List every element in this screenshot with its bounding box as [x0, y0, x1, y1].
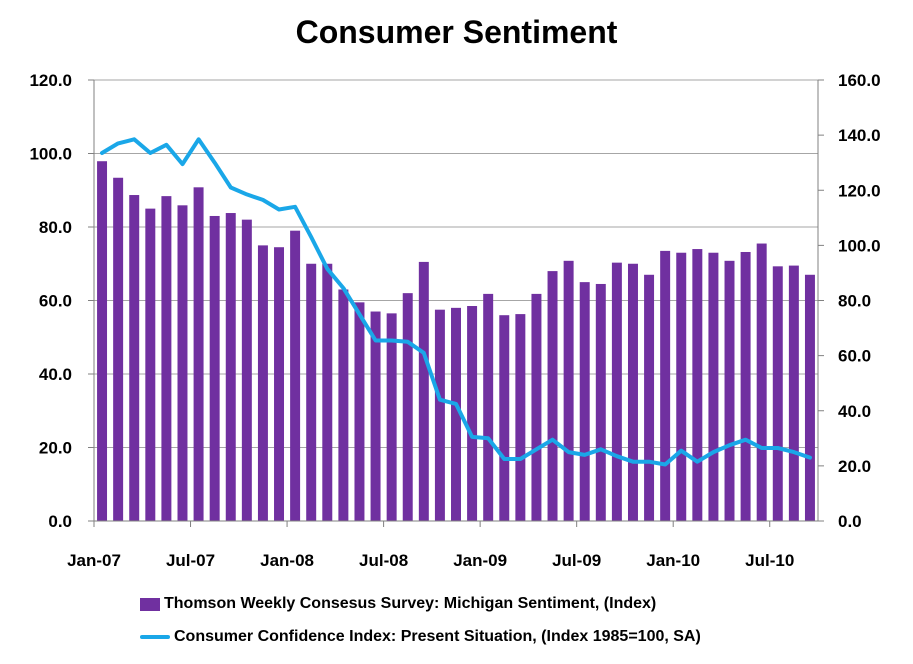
bar — [113, 177, 124, 521]
bar — [499, 315, 510, 521]
y-left-tick-label: 100.0 — [29, 145, 72, 164]
bar — [627, 263, 638, 521]
y-right-tick-label: 0.0 — [838, 512, 862, 531]
legend-label-bars: Thomson Weekly Consesus Survey: Michigan… — [164, 595, 657, 612]
bar — [451, 307, 461, 521]
bar — [515, 314, 526, 521]
legend-item-bars: Thomson Weekly Consesus Survey: Michigan… — [140, 595, 656, 613]
y-right-tick-label: 160.0 — [838, 71, 881, 90]
y-right-tick-label: 100.0 — [838, 236, 881, 255]
bar — [402, 293, 413, 521]
bar — [290, 230, 301, 522]
bar — [418, 261, 429, 521]
series-line-consumer-confidence — [100, 137, 812, 467]
bar — [563, 260, 574, 521]
bar — [660, 250, 671, 521]
x-tick-label: Jan-09 — [453, 551, 507, 570]
y-right-tick-label: 40.0 — [838, 402, 871, 421]
bar — [804, 274, 815, 521]
bar — [129, 195, 140, 521]
bar — [225, 213, 236, 521]
y-left-tick-label: 80.0 — [39, 218, 72, 237]
bar — [788, 265, 799, 521]
bar — [322, 263, 333, 521]
bar — [209, 215, 220, 521]
y-left-tick-label: 20.0 — [39, 439, 72, 458]
bar — [434, 309, 445, 521]
x-tick-label: Jul-09 — [552, 551, 601, 570]
x-tick-label: Jul-07 — [166, 551, 215, 570]
bar — [692, 249, 703, 522]
bar — [595, 283, 606, 521]
x-tick-label: Jul-08 — [359, 551, 408, 570]
y-left-tick-label: 0.0 — [48, 512, 72, 531]
y-left-tick-label: 60.0 — [39, 292, 72, 311]
y-left-tick-label: 40.0 — [39, 365, 72, 384]
bar — [370, 311, 381, 521]
bar — [257, 245, 268, 521]
bar — [274, 247, 285, 521]
bar — [306, 263, 317, 521]
bar — [740, 251, 751, 522]
bar — [241, 219, 252, 521]
bar — [579, 282, 590, 521]
bar — [724, 260, 735, 521]
y-right-tick-label: 140.0 — [838, 126, 881, 145]
y-right-tick-label: 60.0 — [838, 347, 871, 366]
chart-title: Consumer Sentiment — [295, 14, 618, 50]
y-left-tick-label: 120.0 — [29, 71, 72, 90]
x-tick-label: Jul-10 — [745, 551, 794, 570]
bar — [772, 266, 783, 521]
bar — [756, 243, 767, 521]
x-tick-label: Jan-10 — [646, 551, 700, 570]
y-right-tick-label: 20.0 — [838, 457, 871, 476]
y-right-tick-label: 80.0 — [838, 292, 871, 311]
bar — [611, 262, 622, 521]
y-right-tick-label: 120.0 — [838, 181, 881, 200]
bar — [531, 293, 542, 521]
bar — [145, 208, 156, 521]
bar — [193, 187, 204, 521]
legend-item-line: Consumer Confidence Index: Present Situa… — [140, 628, 701, 646]
bar — [161, 196, 172, 521]
bar — [386, 313, 397, 521]
legend-swatch-bars — [140, 597, 160, 611]
bar — [177, 205, 188, 521]
x-tick-label: Jan-08 — [260, 551, 314, 570]
bar — [97, 161, 108, 521]
bar — [676, 252, 687, 521]
legend-label-line: Consumer Confidence Index: Present Situa… — [174, 628, 701, 645]
bar — [483, 293, 494, 521]
bar — [547, 271, 558, 521]
bar — [354, 302, 365, 521]
bar — [644, 274, 655, 521]
bar — [467, 306, 478, 521]
bar — [708, 252, 719, 521]
bar — [338, 289, 349, 521]
x-tick-label: Jan-07 — [67, 551, 121, 570]
legend-swatch-line — [140, 635, 170, 639]
